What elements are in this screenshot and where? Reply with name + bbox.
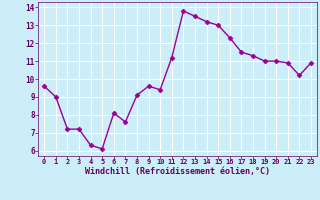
X-axis label: Windchill (Refroidissement éolien,°C): Windchill (Refroidissement éolien,°C) — [85, 167, 270, 176]
